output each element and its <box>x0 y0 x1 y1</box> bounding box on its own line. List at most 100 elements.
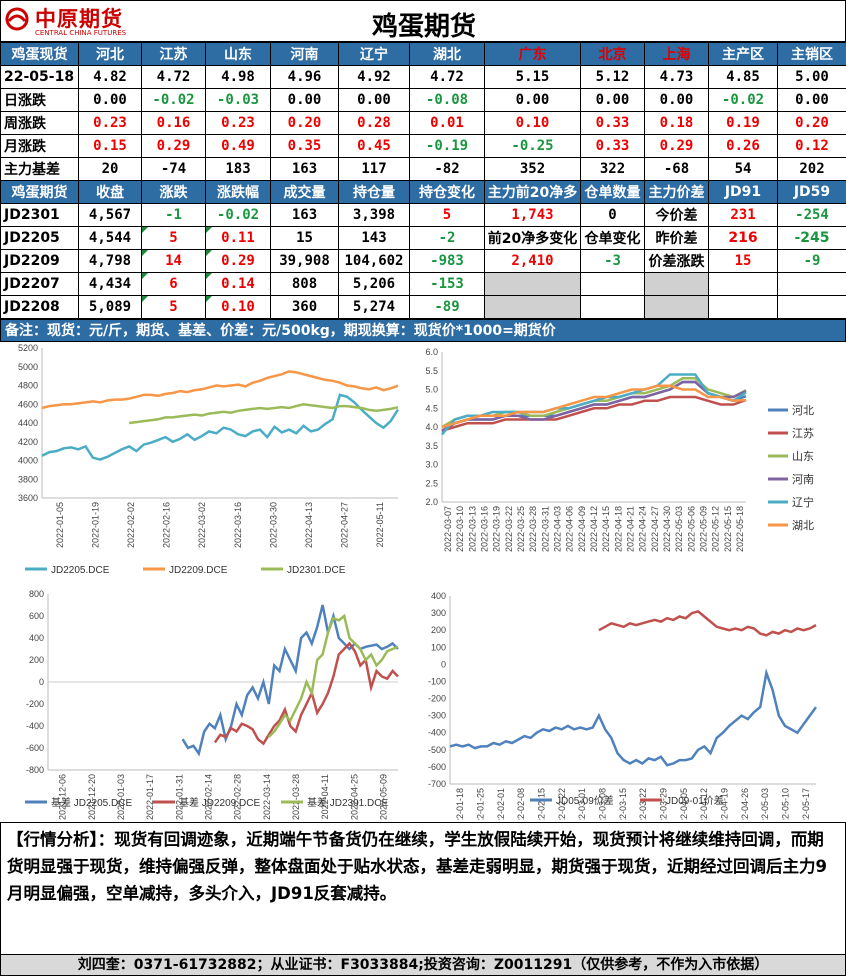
spot-cell: 5.15 <box>484 65 581 89</box>
futures-cell: 5,206 <box>338 272 410 296</box>
futures-col-header: 涨跌幅 <box>205 180 271 204</box>
futures-cell: JD2205 <box>0 226 79 250</box>
y-tick-label: 5000 <box>18 362 38 372</box>
x-tick-label: 2022-01-05 <box>55 502 65 548</box>
futures-cell: JD2209 <box>0 249 79 273</box>
x-tick-label: 2022-05-03 <box>674 506 684 552</box>
futures-extra-cell: 昨价差 <box>644 226 709 250</box>
futures-extra-cell: -245 <box>777 226 846 250</box>
y-tick-label: 2.5 <box>425 478 438 488</box>
futures-extra-cell <box>708 272 778 296</box>
x-tick-label: 2022-03-07 <box>443 506 453 552</box>
logo-text-en: CENTRAL CHINA FUTURES <box>35 29 127 37</box>
spot-cell: 0.49 <box>205 134 271 158</box>
futures-col-header: 持仓变化 <box>409 180 485 204</box>
x-tick-label: 2022-03-15 <box>618 788 628 820</box>
x-tick-label: 2022-03-02 <box>197 502 207 548</box>
futures-cell: -89 <box>409 295 485 319</box>
spot-cell: 0.28 <box>338 111 410 135</box>
series-line <box>449 668 818 767</box>
futures-extra-cell <box>580 272 645 296</box>
futures-cell: 0.11 <box>205 226 271 250</box>
spot-cell: 4.96 <box>270 65 339 89</box>
futures-cell: 14 <box>141 249 206 273</box>
series-line <box>129 403 399 425</box>
futures-cell: -983 <box>409 249 485 273</box>
x-tick-label: 2022-04-25 <box>349 774 359 820</box>
spot-cell: 0.01 <box>409 111 485 135</box>
y-tick-label: 600 <box>29 611 44 621</box>
y-tick-label: 300 <box>431 608 446 618</box>
futures-cell: 104,602 <box>338 249 410 273</box>
x-tick-label: 2022-03-29 <box>659 788 669 820</box>
x-tick-label: 2022-04-05 <box>679 788 689 820</box>
y-tick-label: 200 <box>29 655 44 665</box>
legend-label: 山东 <box>792 450 814 463</box>
spot-row-label: 月涨跌 <box>0 134 79 158</box>
spot-cell: 4.72 <box>141 65 206 89</box>
x-tick-label: 2022-03-01 <box>577 788 587 820</box>
spot-cell: 0.00 <box>78 88 142 112</box>
spot-cell: 0.00 <box>270 88 339 112</box>
futures-col-header: 鸡蛋期货 <box>0 180 79 204</box>
spot-col-header: 鸡蛋现货 <box>0 42 79 66</box>
futures-extra-cell: 价差涨跌 <box>644 249 709 273</box>
spot-cell: 0.26 <box>708 134 778 158</box>
spot-cell: 117 <box>338 157 410 181</box>
spot-cell: 20 <box>78 157 142 181</box>
y-tick-label: 4200 <box>18 437 38 447</box>
x-tick-label: 2022-03-31 <box>540 506 550 552</box>
futures-cell: 4,567 <box>78 203 142 227</box>
futures-cell: 6 <box>141 272 206 296</box>
futures-row: JD2207 4,434 6 0.14 808 5,206 -153 <box>0 272 846 296</box>
y-tick-label: -400 <box>428 728 446 738</box>
x-tick-label: 2022-04-27 <box>650 506 660 552</box>
x-tick-label: 2022-05-18 <box>735 506 745 552</box>
logo-text-cn: 中原期货 <box>35 6 123 31</box>
x-tick-label: 2022-03-22 <box>638 788 648 820</box>
footer-contact: 刘四奎：0371-61732882；从业证书：F3033884;投资咨询：Z00… <box>0 954 846 976</box>
spot-cell: 0.29 <box>141 134 206 158</box>
spot-row: 22-05-18 4.82 4.72 4.98 4.96 4.92 4.72 5.15 5.12… <box>0 65 846 89</box>
spot-row: 主力基差 20 -74 183 163 117 -82 352 322 -68 54 202 <box>0 157 846 181</box>
spot-col-header: 上海 <box>644 42 709 66</box>
spot-cell: 0.10 <box>484 111 581 135</box>
spot-cell: 54 <box>708 157 778 181</box>
x-tick-label: 2022-03-22 <box>504 506 514 552</box>
futures-extra-cell <box>484 272 581 296</box>
futures-extra-cell: 231 <box>708 203 778 227</box>
y-tick-label: 100 <box>431 642 446 652</box>
futures-cell: 0.29 <box>205 249 271 273</box>
x-tick-label: 2022-04-18 <box>613 506 623 552</box>
x-tick-label: 2022-01-25 <box>476 788 486 820</box>
logo-mark-icon <box>5 7 29 31</box>
y-tick-label: -200 <box>428 694 446 704</box>
x-tick-label: 2022-03-28 <box>528 506 538 552</box>
futures-cell: -0.02 <box>205 203 271 227</box>
futures-cell: 3,398 <box>338 203 410 227</box>
futures-extra-cell <box>708 295 778 319</box>
futures-cell: 163 <box>270 203 339 227</box>
series-line <box>41 393 400 461</box>
x-tick-label: 2022-05-09 <box>378 774 388 820</box>
legend-label: 基差 JD2301.DCE <box>307 796 388 809</box>
spot-cell: 0.18 <box>644 111 709 135</box>
futures-row: JD2208 5,089 5 0.10 360 5,274 -89 <box>0 295 846 319</box>
spot-price-chart: 2.0 2.5 3.0 3.5 4.0 4.5 5.0 5.5 6.0 2022-03-07 202… <box>412 342 846 580</box>
y-tick-label: 3600 <box>18 493 38 503</box>
spot-cell: 5.00 <box>777 65 846 89</box>
futures-extra-cell <box>644 272 709 296</box>
x-tick-label: 2022-02-14 <box>203 774 213 820</box>
legend-label: JD2205.DCE <box>51 565 110 576</box>
y-tick-label: -500 <box>428 745 446 755</box>
futures-extra-cell: 1,743 <box>484 203 581 227</box>
spot-row-label: 日涨跌 <box>0 88 79 112</box>
spot-cell: 202 <box>777 157 846 181</box>
futures-cell: JD2301 <box>0 203 79 227</box>
spot-cell: -0.02 <box>141 88 206 112</box>
legend-label: JD2301.DCE <box>287 565 346 576</box>
spot-cell: 5.12 <box>580 65 645 89</box>
spot-cell: 163 <box>270 157 339 181</box>
spot-cell: -68 <box>644 157 709 181</box>
spot-cell: 0.35 <box>270 134 339 158</box>
